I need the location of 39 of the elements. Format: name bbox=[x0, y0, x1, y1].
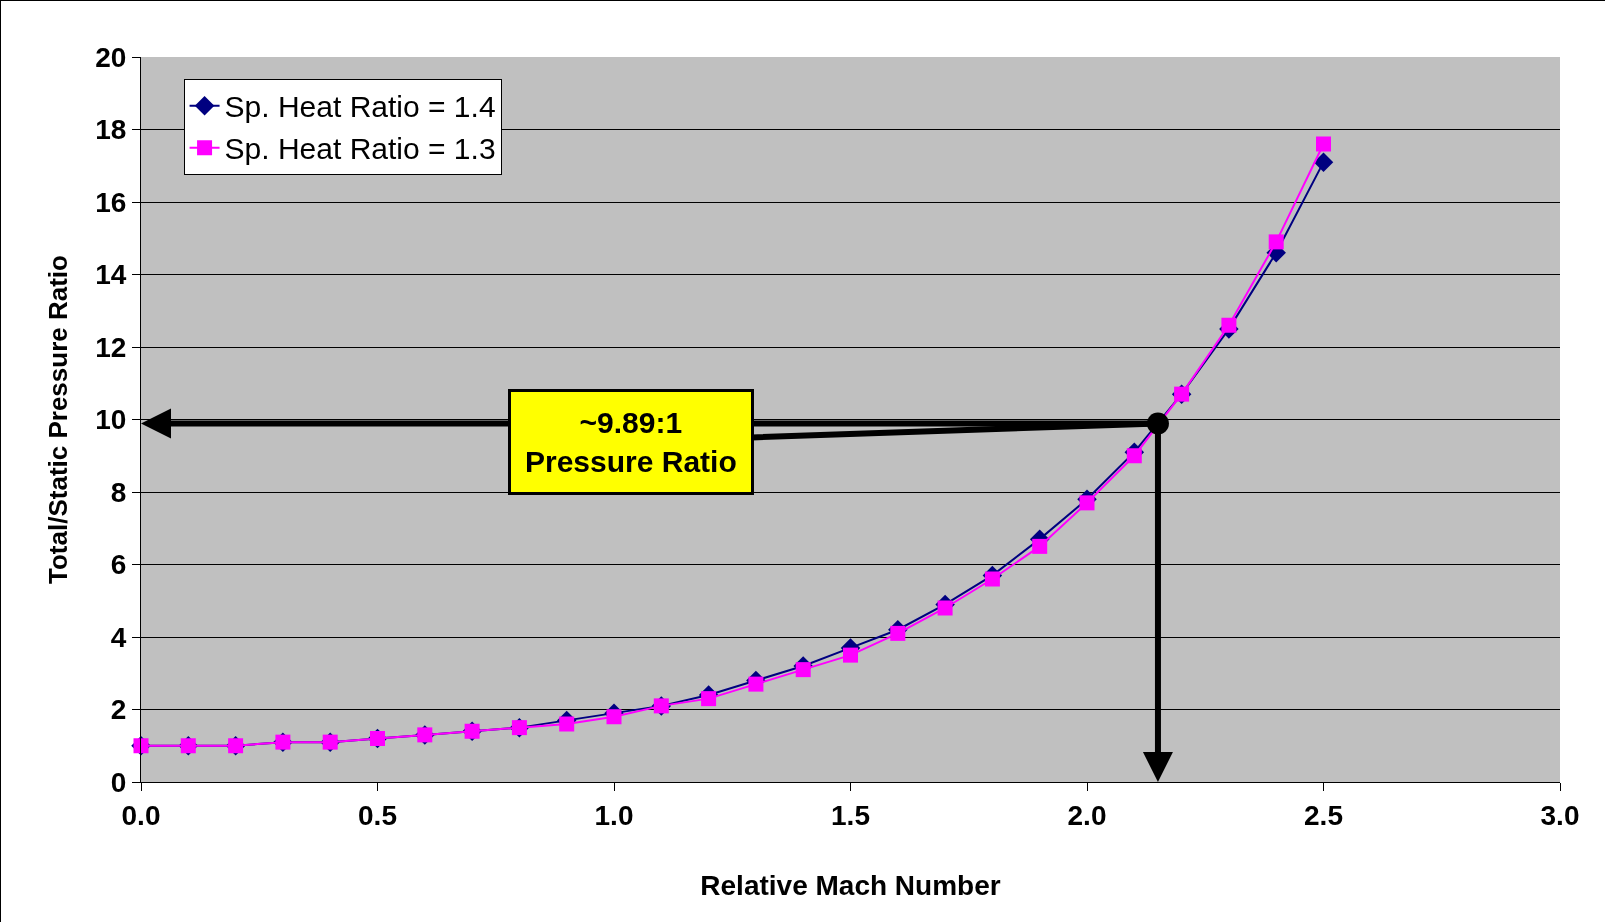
legend-label: Sp. Heat Ratio = 1.4 bbox=[224, 90, 496, 124]
x-tick-label: 2.0 bbox=[1067, 799, 1107, 831]
point bbox=[890, 625, 906, 641]
x-tick-label: 0.5 bbox=[358, 799, 397, 831]
x-tick-label: 2.5 bbox=[1304, 799, 1343, 831]
x-tick-label: 3.0 bbox=[1540, 799, 1580, 831]
y-tick-label: 8 bbox=[110, 476, 127, 508]
point bbox=[1313, 152, 1334, 172]
annotation: ~9.89:1 Pressure Ratio bbox=[525, 406, 737, 478]
point bbox=[795, 662, 811, 678]
y-tick-label: 10 bbox=[95, 404, 127, 436]
y-tick-label: 4 bbox=[110, 621, 127, 653]
point bbox=[1316, 136, 1331, 152]
y-tick-label: 12 bbox=[95, 331, 127, 363]
x-tick-label: 0.0 bbox=[121, 799, 161, 831]
point bbox=[1126, 448, 1142, 464]
point bbox=[559, 716, 575, 732]
y-tick-label: 2 bbox=[110, 694, 127, 726]
y-tick-label: 6 bbox=[110, 549, 127, 581]
y-axis-title: Total/Static Pressure Ratio bbox=[42, 255, 73, 584]
point bbox=[1079, 495, 1095, 511]
point bbox=[1221, 317, 1237, 333]
x-axis-title: Relative Mach Number bbox=[700, 869, 1001, 901]
point bbox=[1032, 538, 1048, 554]
y-tick-label: 0 bbox=[110, 766, 127, 798]
point bbox=[701, 691, 717, 707]
point bbox=[937, 600, 953, 616]
point bbox=[606, 709, 622, 725]
y-tick-label: 16 bbox=[95, 186, 127, 218]
point bbox=[1268, 234, 1284, 250]
legend-label: Sp. Heat Ratio = 1.3 bbox=[224, 132, 496, 166]
y-tick-label: 20 bbox=[95, 41, 127, 73]
y-tick-label: 14 bbox=[95, 259, 127, 291]
y-tick-label: 18 bbox=[95, 114, 127, 146]
point bbox=[748, 676, 764, 692]
point bbox=[984, 571, 1000, 587]
x-tick-label: 1.0 bbox=[594, 799, 634, 831]
point bbox=[843, 647, 858, 663]
x-tick-label: 1.5 bbox=[831, 799, 870, 831]
